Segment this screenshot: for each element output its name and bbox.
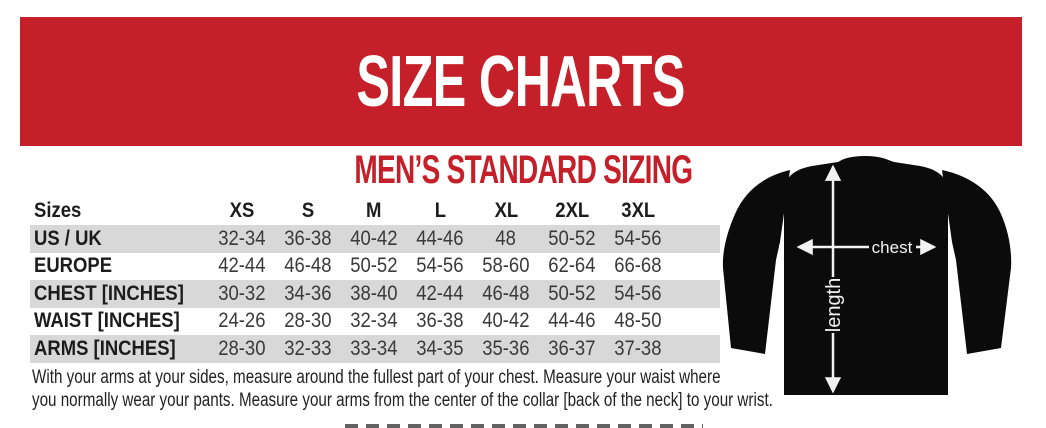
- table-cell: 44-46: [548, 309, 596, 333]
- table-cell: 40-42: [350, 226, 398, 250]
- row-label: EUROPE: [34, 254, 113, 278]
- table-cell: 36-38: [416, 309, 464, 333]
- table-cell: 50-52: [548, 281, 596, 305]
- table-cell: 34-36: [284, 281, 332, 305]
- measuring-note-line2: you normally wear your pants. Measure yo…: [32, 390, 773, 411]
- table-row-chest: CHEST [INCHES] 30-32 34-36 38-40 42-44 4…: [30, 280, 720, 308]
- row-label: US / UK: [34, 226, 102, 250]
- column-header-xl: XL: [494, 198, 518, 222]
- table-row-waist: WAIST [INCHES] 24-26 28-30 32-34 36-38 4…: [30, 308, 720, 336]
- table-cell: 42-44: [218, 254, 266, 278]
- column-header-l: L: [434, 198, 446, 222]
- table-cell: 28-30: [218, 336, 266, 360]
- page-title: SIZE CHARTS: [356, 41, 686, 122]
- table-header-row: Sizes XS S M L XL 2XL 3XL: [30, 196, 720, 225]
- shirt-right-slit: [948, 245, 953, 341]
- table-cell: 48-50: [614, 309, 662, 333]
- table-cell: 30-32: [218, 281, 266, 305]
- shirt-right-sleeve-icon: [942, 170, 1012, 354]
- mens-size-table: Sizes XS S M L XL 2XL 3XL US / UK 32-34 …: [30, 196, 720, 363]
- measuring-notes: With your arms at your sides, measure ar…: [32, 366, 958, 412]
- column-header-xs: XS: [229, 198, 255, 222]
- table-cell: 24-26: [218, 309, 266, 333]
- shirt-measurement-diagram: length chest: [722, 156, 1012, 395]
- table-cell: 48: [495, 226, 517, 250]
- table-cell: 54-56: [614, 281, 662, 305]
- table-cell: 44-46: [416, 226, 464, 250]
- table-cell: 32-33: [284, 336, 332, 360]
- table-cell: 32-34: [218, 226, 266, 250]
- column-header-sizes: Sizes: [34, 198, 82, 222]
- table-row-arms: ARMS [INCHES] 28-30 32-33 33-34 34-35 35…: [30, 335, 720, 363]
- table-cell: 50-52: [548, 226, 596, 250]
- column-header-s: S: [301, 198, 315, 222]
- table-cell: 36-38: [284, 226, 332, 250]
- table-cell: 46-48: [482, 281, 530, 305]
- column-header-2xl: 2XL: [555, 198, 589, 222]
- table-row-us-uk: US / UK 32-34 36-38 40-42 44-46 48 50-52…: [30, 225, 720, 253]
- table-cell: 36-37: [548, 336, 596, 360]
- shirt-body-icon: [784, 157, 948, 395]
- table-cell: 34-35: [416, 336, 464, 360]
- measuring-note-line1: With your arms at your sides, measure ar…: [32, 367, 721, 388]
- shirt-left-slit: [779, 245, 784, 341]
- table-cell: 32-34: [350, 309, 398, 333]
- chest-label: chest: [872, 238, 913, 257]
- cropped-next-section-text: [345, 424, 703, 428]
- table-cell: 66-68: [614, 254, 662, 278]
- column-header-3xl: 3XL: [621, 198, 655, 222]
- table-cell: 50-52: [350, 254, 398, 278]
- row-label: CHEST [INCHES]: [34, 281, 184, 305]
- length-label: length: [823, 278, 845, 333]
- mens-standard-sizing-heading: MEN’S STANDARD SIZING: [0, 150, 1046, 190]
- section-title-text: MEN’S STANDARD SIZING: [354, 148, 693, 192]
- table-cell: 42-44: [416, 281, 464, 305]
- table-cell: 46-48: [284, 254, 332, 278]
- column-header-m: M: [366, 198, 382, 222]
- table-row-europe: EUROPE 42-44 46-48 50-52 54-56 58-60 62-…: [30, 253, 720, 281]
- table-cell: 54-56: [614, 226, 662, 250]
- table-cell: 54-56: [416, 254, 464, 278]
- row-label: ARMS [INCHES]: [34, 336, 176, 360]
- table-cell: 28-30: [284, 309, 332, 333]
- table-cell: 62-64: [548, 254, 596, 278]
- shirt-left-sleeve-icon: [722, 170, 790, 354]
- table-cell: 33-34: [350, 336, 398, 360]
- table-cell: 37-38: [614, 336, 662, 360]
- row-label: WAIST [INCHES]: [34, 309, 180, 333]
- table-cell: 38-40: [350, 281, 398, 305]
- table-cell: 35-36: [482, 336, 530, 360]
- table-cell: 58-60: [482, 254, 530, 278]
- table-cell: 40-42: [482, 309, 530, 333]
- size-charts-banner: SIZE CHARTS: [20, 17, 1022, 146]
